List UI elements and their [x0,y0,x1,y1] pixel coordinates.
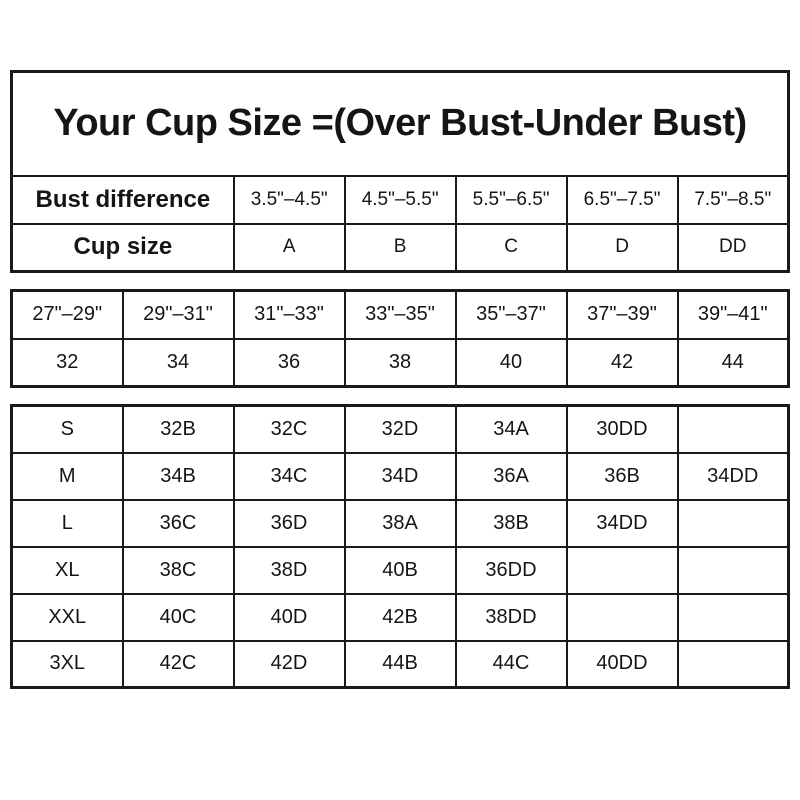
title-row: Your Cup Size =(Over Bust-Under Bust) [10,70,790,177]
table-cell: C [454,222,568,273]
table-cell: 40B [343,545,457,595]
table-cell [676,404,790,454]
table-cell: 36C [121,498,235,548]
size-label-cell: L [10,498,124,548]
bust-difference-label: Bust difference [10,174,235,225]
table-cell: 31"–33" [232,289,346,340]
table-cell: 38D [232,545,346,595]
table-cell: 27"–29" [10,289,124,340]
size-label-cell: S [10,404,124,454]
table-cell: 3.5"–4.5" [232,174,346,225]
table-cell: 35"–37" [454,289,568,340]
table-cell: 36D [232,498,346,548]
size-row: XXL 40C 40D 42B 38DD [10,592,790,642]
size-label-cell: XL [10,545,124,595]
size-row: XL 38C 38D 40B 36DD [10,545,790,595]
table-cell: 7.5"–8.5" [676,174,790,225]
cup-size-table: Your Cup Size =(Over Bust-Under Bust) Bu… [10,70,790,273]
table-cell: 32B [121,404,235,454]
letter-size-table: S 32B 32C 32D 34A 30DD M 34B 34C 34D 36A 36B 34DD L 36… [10,404,790,689]
table-cell: 38C [121,545,235,595]
table-cell: 34 [121,337,235,388]
table-cell: 42C [121,639,235,689]
table-cell: 34DD [565,498,679,548]
table-cell [676,592,790,642]
table-cell: 44C [454,639,568,689]
table-cell: 40 [454,337,568,388]
bust-difference-row: Bust difference 3.5"–4.5" 4.5"–5.5" 5.5"… [10,174,790,225]
table-cell: 38DD [454,592,568,642]
size-label-cell: XXL [10,592,124,642]
band-size-table: 27"–29" 29"–31" 31"–33" 33"–35" 35"–37" 37"–3… [10,289,790,388]
size-row: L 36C 36D 38A 38B 34DD [10,498,790,548]
table-cell [676,639,790,689]
cup-size-row: Cup size A B C D DD [10,222,790,273]
table-cell: 38 [343,337,457,388]
table-cell [565,592,679,642]
table-cell: 32D [343,404,457,454]
size-label-cell: M [10,451,124,501]
size-label-cell: 3XL [10,639,124,689]
table-cell: 34C [232,451,346,501]
table-cell: 39"–41" [676,289,790,340]
size-table-body: S 32B 32C 32D 34A 30DD M 34B 34C 34D 36A 36B 34DD L 36… [10,404,790,689]
table-cell [565,545,679,595]
table-cell: 34A [454,404,568,454]
table-cell: D [565,222,679,273]
table-cell: 30DD [565,404,679,454]
table-cell: A [232,222,346,273]
size-row: M 34B 34C 34D 36A 36B 34DD [10,451,790,501]
table-cell: 37"–39" [565,289,679,340]
table-cell: 44 [676,337,790,388]
table-cell: 34B [121,451,235,501]
table-cell: 32 [10,337,124,388]
table-cell: 33"–35" [343,289,457,340]
size-row: 3XL 42C 42D 44B 44C 40DD [10,639,790,689]
cup-size-label: Cup size [10,222,235,273]
table-cell: 42B [343,592,457,642]
size-row: S 32B 32C 32D 34A 30DD [10,404,790,454]
table-cell: 40C [121,592,235,642]
table-cell: 42D [232,639,346,689]
table-cell: 38B [454,498,568,548]
band-size-row: 32 34 36 38 40 42 44 [10,337,790,388]
table-cell: 32C [232,404,346,454]
underbust-range-row: 27"–29" 29"–31" 31"–33" 33"–35" 35"–37" 37"–3… [10,289,790,340]
table-cell: 29"–31" [121,289,235,340]
table-cell: 6.5"–7.5" [565,174,679,225]
table-cell [676,498,790,548]
table-cell: 4.5"–5.5" [343,174,457,225]
table-cell: 36 [232,337,346,388]
table-cell: B [343,222,457,273]
table-cell: 34DD [676,451,790,501]
table-cell: 40DD [565,639,679,689]
table-cell: 36B [565,451,679,501]
table-cell [676,545,790,595]
chart-title: Your Cup Size =(Over Bust-Under Bust) [10,70,790,177]
table-cell: 38A [343,498,457,548]
table-cell: DD [676,222,790,273]
table-cell: 40D [232,592,346,642]
table-cell: 34D [343,451,457,501]
table-cell: 36A [454,451,568,501]
table-cell: 36DD [454,545,568,595]
table-cell: 44B [343,639,457,689]
table-cell: 42 [565,337,679,388]
table-cell: 5.5"–6.5" [454,174,568,225]
